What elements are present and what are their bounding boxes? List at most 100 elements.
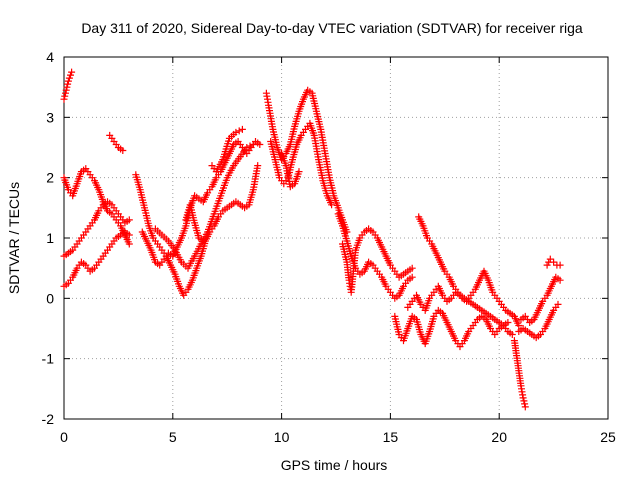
data-point	[451, 334, 459, 342]
data-point	[84, 225, 92, 233]
data-point	[211, 176, 219, 184]
x-tick-label: 15	[383, 429, 399, 445]
data-point	[299, 128, 307, 136]
data-point	[524, 316, 531, 323]
data-point	[483, 274, 491, 282]
data-point	[64, 77, 72, 85]
data-point	[347, 250, 354, 258]
data-point	[426, 237, 434, 245]
data-point	[62, 86, 70, 94]
data-point	[475, 279, 482, 286]
data-point	[140, 201, 148, 209]
data-point	[309, 129, 317, 137]
data-point	[435, 256, 443, 264]
data-point	[521, 400, 529, 408]
data-point	[342, 256, 350, 263]
data-point	[264, 98, 272, 106]
data-point	[253, 164, 261, 172]
data-point	[521, 403, 529, 411]
data-point	[546, 285, 554, 292]
data-point	[94, 209, 102, 217]
data-point	[154, 260, 162, 268]
data-point	[493, 317, 501, 325]
data-point	[290, 125, 298, 133]
data-point	[234, 199, 242, 207]
data-point	[416, 328, 424, 336]
data-point	[72, 266, 80, 274]
data-point	[156, 229, 164, 237]
data-point	[371, 264, 379, 272]
data-point	[410, 314, 418, 322]
y-axis-label: SDTVAR / TECUs	[6, 182, 22, 294]
data-point	[151, 237, 159, 245]
data-point	[316, 123, 324, 131]
data-point	[552, 303, 560, 311]
y-tick-label: 3	[46, 109, 54, 125]
data-point	[75, 261, 83, 269]
data-point	[389, 291, 397, 299]
data-point	[273, 141, 281, 149]
data-point	[371, 231, 379, 239]
data-point	[243, 202, 251, 210]
data-point	[456, 291, 464, 299]
data-point	[519, 391, 527, 399]
data-point	[517, 379, 525, 387]
data-point	[63, 83, 71, 91]
x-tick-label: 25	[600, 429, 616, 445]
data-point	[504, 308, 512, 316]
data-point	[440, 265, 448, 273]
data-point	[112, 141, 120, 148]
data-point	[554, 275, 562, 283]
data-point	[249, 188, 257, 196]
data-point	[179, 289, 187, 297]
data-point	[88, 266, 96, 274]
data-point	[110, 204, 118, 212]
data-point	[114, 233, 122, 240]
data-point	[312, 105, 320, 113]
data-point	[222, 176, 230, 184]
data-point	[98, 195, 106, 203]
data-point	[67, 71, 74, 79]
data-point	[538, 300, 546, 308]
data-point	[194, 232, 202, 239]
data-point	[271, 153, 278, 161]
data-point	[299, 98, 306, 106]
data-point	[197, 196, 205, 204]
data-point	[323, 189, 331, 197]
data-point	[406, 266, 414, 274]
data-point	[450, 291, 457, 299]
data-point	[60, 95, 68, 103]
data-point	[429, 315, 437, 323]
data-point	[441, 294, 449, 302]
data-point	[469, 288, 477, 296]
data-point	[196, 255, 204, 262]
data-point	[61, 92, 69, 100]
data-point	[167, 251, 175, 259]
data-point	[114, 219, 122, 227]
data-point	[358, 231, 366, 239]
data-point	[292, 143, 300, 151]
data-point	[556, 261, 564, 269]
y-tick-label: -1	[42, 351, 55, 367]
data-point	[432, 285, 440, 293]
data-point	[367, 227, 375, 234]
data-point	[376, 270, 383, 278]
data-point	[384, 285, 392, 293]
data-point	[146, 244, 154, 252]
data-point	[403, 327, 411, 335]
data-point	[406, 300, 414, 308]
data-point	[123, 217, 131, 225]
data-point	[452, 285, 460, 293]
data-point	[62, 281, 70, 289]
data-point	[64, 80, 72, 88]
data-point	[209, 213, 217, 220]
data-point	[551, 276, 559, 283]
data-point	[546, 255, 554, 263]
data-point	[425, 330, 433, 338]
data-point	[460, 296, 468, 304]
data-point	[442, 316, 450, 324]
data-point	[93, 261, 101, 269]
data-point	[236, 141, 244, 148]
data-point	[203, 191, 210, 199]
data-point	[190, 216, 198, 224]
